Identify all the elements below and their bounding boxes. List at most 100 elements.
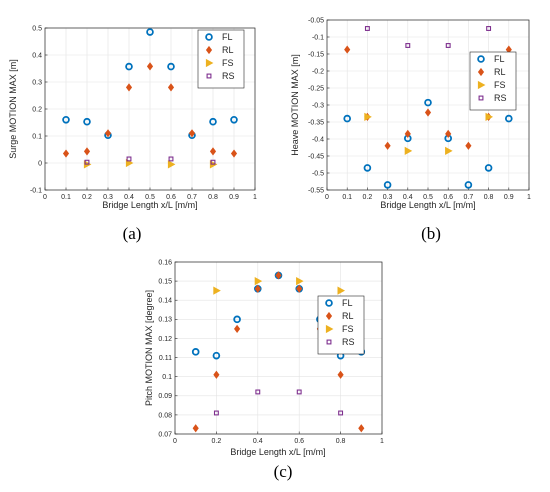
x-tick-label: 0.4 (253, 438, 263, 445)
y-tick-label: 0.16 (158, 259, 172, 266)
x-tick-label: 0.4 (403, 194, 413, 201)
data-point-fs (254, 277, 263, 286)
x-axis-label: Bridge Length x/L [m/m] (380, 200, 475, 210)
legend-marker-fs (205, 58, 214, 68)
data-point-fs (364, 112, 372, 122)
y-tick-label: -0.5 (312, 170, 324, 177)
data-point-fl (504, 114, 513, 123)
y-axis-label: Surge MOTION MAX [m] (8, 59, 18, 159)
x-tick-label: 0 (325, 194, 329, 201)
data-point-rl (358, 424, 365, 433)
series-fl (343, 98, 513, 189)
series-rl (62, 62, 238, 158)
y-tick-label: -0.15 (308, 51, 324, 58)
legend-box (469, 51, 517, 111)
legend-label-fs: FS (342, 324, 354, 334)
y-tick-label: 0.07 (158, 431, 172, 438)
legend-marker-rl (205, 45, 213, 55)
data-point-fl (125, 62, 133, 71)
y-tick-label: -0.05 (308, 17, 324, 24)
x-tick-label: 0 (173, 438, 177, 445)
data-point-fl (343, 114, 352, 123)
data-point-fl (167, 62, 175, 71)
legend-label-fs: FS (494, 80, 506, 90)
legend-marker-fs (477, 80, 486, 90)
data-point-fs (404, 146, 413, 156)
series-fs (213, 277, 346, 295)
x-tick-label: 0.9 (229, 194, 239, 201)
y-axis-label: Heave MOTION MAX [m] (290, 54, 300, 156)
data-point-fs (167, 160, 176, 169)
legend: FL RL FS RS (197, 29, 245, 89)
data-point-rs (168, 156, 174, 162)
data-point-rl (234, 324, 241, 333)
y-tick-label: -0.4 (312, 136, 324, 143)
data-point-fl (424, 98, 432, 107)
y-tick-label: -0.25 (308, 85, 324, 92)
x-tick-label: 0.3 (103, 194, 113, 201)
data-point-rl (83, 147, 91, 156)
x-tick-label: 0.8 (484, 194, 494, 201)
legend-box (317, 295, 365, 355)
x-tick-label: 0.7 (187, 194, 197, 201)
y-tick-label: -0.1 (312, 34, 324, 41)
chart-panel-1: 0 0.1 0.2 0.3 0.4 0.5 0.6 0.7 0.8 0.9 1-0.100.10.2… (8, 25, 257, 243)
y-tick-label: -0.2 (312, 68, 324, 75)
y-tick-label: 0.1 (32, 133, 42, 140)
data-point-rl (465, 141, 472, 150)
panel-label: (c) (274, 462, 293, 481)
x-tick-label: 0.3 (383, 194, 393, 201)
data-point-rs (213, 410, 219, 416)
data-point-fl (464, 181, 473, 189)
legend-label-fs: FS (222, 58, 234, 68)
chart-panel-2: 0 0.1 0.2 0.3 0.4 0.5 0.6 0.7 0.8 0.9 1 -0.55 -0.5 -0… (290, 17, 531, 243)
data-point-rs (84, 159, 90, 165)
x-tick-label: 0.2 (363, 194, 373, 201)
series-rs (213, 389, 344, 416)
x-tick-label: 0.8 (208, 194, 218, 201)
data-point-rl (337, 370, 344, 379)
x-tick-label: 0.7 (464, 194, 474, 201)
plot-frame (326, 19, 530, 191)
data-point-rs (445, 43, 451, 48)
data-point-fl (484, 164, 493, 172)
legend-label-rs: RS (342, 337, 355, 347)
series-fl (62, 28, 238, 139)
y-tick-label: 0.1 (162, 374, 172, 381)
y-tick-label: 0.12 (158, 336, 172, 343)
data-point-fl (191, 348, 200, 356)
x-tick-label: 0.4 (124, 194, 134, 201)
data-point-fl (146, 28, 154, 36)
plot-frame (44, 27, 256, 191)
x-tick-label: 0.1 (342, 194, 352, 201)
data-point-rl (296, 284, 303, 293)
data-point-rl (445, 129, 452, 139)
legend-marker-fl (205, 33, 213, 41)
legend-label-rl: RL (342, 311, 354, 321)
data-point-rl (254, 284, 261, 293)
data-point-rl (344, 45, 351, 54)
data-point-fl (383, 181, 392, 189)
y-tick-label: -0.55 (308, 187, 324, 194)
y-tick-label: 0.2 (32, 106, 42, 113)
x-tick-label: 1 (380, 438, 384, 445)
data-point-rs (210, 159, 216, 165)
x-tick-label: 1 (527, 194, 531, 201)
x-tick-label: 0.6 (294, 438, 304, 445)
data-point-fs (485, 112, 494, 122)
x-tick-label: 0.6 (443, 194, 453, 201)
data-point-fl (62, 116, 70, 124)
data-point-rs (296, 389, 302, 395)
legend-marker-fl (477, 55, 485, 63)
data-point-rl (62, 149, 70, 158)
chart-panel-3: 0 0.2 0.4 0.6 0.8 1 0.07 0.08 0.09 0.1 0.11 0.12 0.1… (144, 259, 384, 481)
data-point-rl (404, 129, 411, 139)
x-tick-label: 0.9 (504, 194, 514, 201)
panel-label: (b) (421, 224, 441, 243)
legend-marker-fl (325, 299, 333, 307)
data-point-rl (188, 129, 196, 138)
data-point-fl (209, 117, 217, 126)
y-tick-label: 0.4 (32, 52, 42, 59)
y-tick-label: -0.35 (308, 119, 324, 126)
